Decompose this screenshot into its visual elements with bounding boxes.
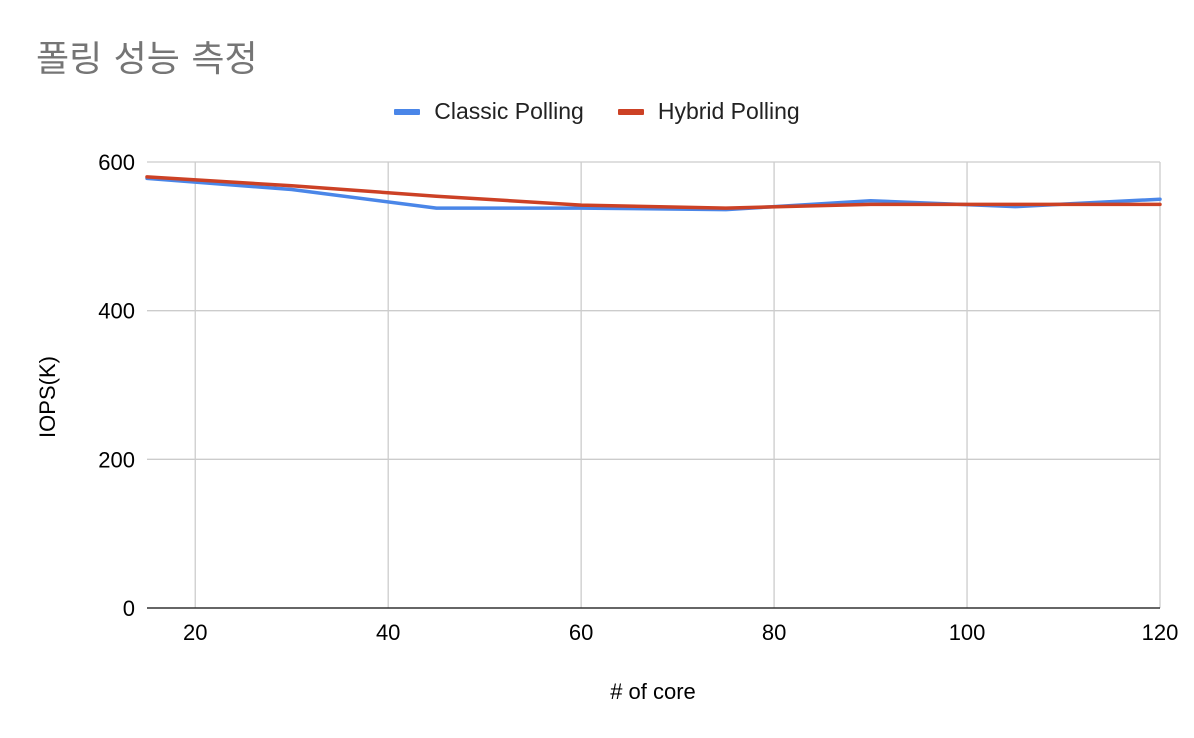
y-tick-label: 0 xyxy=(123,596,135,621)
legend-item-classic-polling: Classic Polling xyxy=(394,98,584,125)
x-tick-label: 20 xyxy=(183,620,207,645)
series-layer xyxy=(145,175,1162,212)
y-tick-label: 400 xyxy=(98,299,135,324)
chart-title: 폴링 성능 측정 xyxy=(36,39,258,80)
series-line-hybrid-polling xyxy=(145,175,1162,210)
y-tick-label: 600 xyxy=(98,150,135,175)
grid-layer xyxy=(147,161,1161,608)
legend-swatch-hybrid-polling xyxy=(617,108,644,115)
x-tick-label: 60 xyxy=(569,620,593,645)
x-tick-label: 40 xyxy=(376,620,400,645)
y-tick-label: 200 xyxy=(98,447,135,472)
x-tick-label: 120 xyxy=(1142,620,1179,645)
x-tick-label: 100 xyxy=(949,620,986,645)
legend-swatch-classic-polling xyxy=(394,108,421,115)
x-tick-label: 80 xyxy=(762,620,786,645)
x-axis-title: # of core xyxy=(610,679,696,704)
legend-label-classic-polling: Classic Polling xyxy=(434,98,584,124)
legend-item-hybrid-polling: Hybrid Polling xyxy=(617,98,800,125)
legend-label-hybrid-polling: Hybrid Polling xyxy=(657,98,800,124)
y-axis-title: IOPS(K) xyxy=(35,356,60,438)
label-layer: 0 200 400 600 20 40 60 80 100 120 xyxy=(98,150,1178,645)
chart-legend: Classic Polling Hybrid Polling xyxy=(0,98,1194,125)
